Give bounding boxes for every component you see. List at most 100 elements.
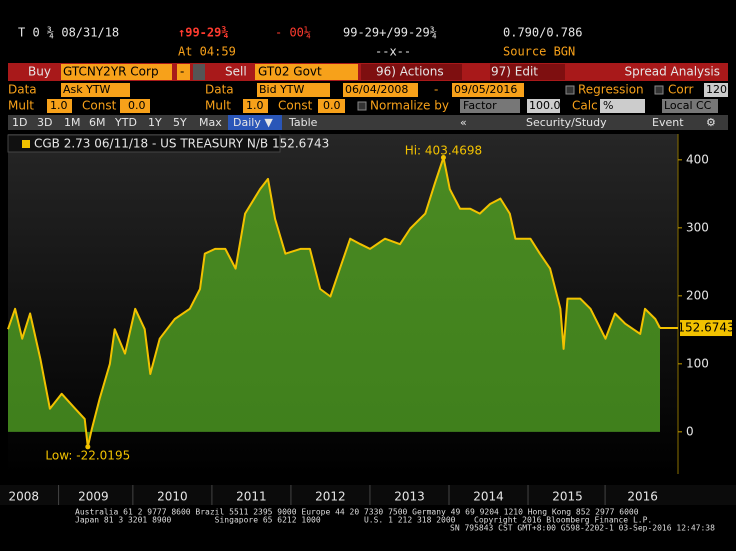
period[interactable]: 5Y (173, 116, 187, 129)
data-field[interactable]: Ask YTW (63, 83, 111, 96)
field-box[interactable] (257, 83, 330, 97)
period[interactable]: 1Y (148, 116, 162, 129)
checkbox[interactable] (565, 85, 575, 95)
factor-value-box[interactable] (527, 99, 560, 113)
bid-ask: 99-29+/99-29¾ (343, 26, 437, 40)
end-date[interactable]: 09/05/2016 (454, 83, 517, 96)
period[interactable]: 6M (89, 116, 106, 129)
settings[interactable]: ⚙ (706, 116, 716, 129)
const[interactable]: 0.0 (128, 99, 146, 112)
x-tick-label: 2012 (315, 490, 346, 504)
const-label: Const (278, 99, 313, 113)
y-tick-label: 200 (686, 288, 709, 302)
factor-box[interactable] (460, 99, 520, 113)
size: --x-- (375, 45, 411, 59)
buy-security[interactable]: GTCNY2YR Corp (63, 65, 159, 79)
mult-box[interactable] (243, 99, 268, 113)
x-tick-label: 2015 (552, 490, 583, 504)
checkbox[interactable] (357, 101, 367, 111)
mult[interactable]: 1.0 (246, 99, 264, 112)
high-label: Hi: 403.4698 (405, 144, 482, 158)
footer: Copyright 2016 Bloomberg Finance L.P. (474, 516, 652, 525)
edit-button[interactable] (490, 64, 565, 80)
data-label: Data (8, 83, 37, 97)
last-value-box (680, 320, 732, 337)
currency[interactable]: Local CC (664, 99, 712, 112)
line (7, 156, 661, 448)
corr[interactable]: Corr (668, 83, 693, 97)
x-axis-bg (0, 485, 736, 505)
mult-label: Mult (8, 99, 34, 113)
period-bar (8, 115, 728, 130)
period[interactable]: YTD (114, 116, 137, 129)
normalize[interactable]: Normalize by (370, 99, 449, 113)
dash-box[interactable] (177, 64, 190, 80)
area (8, 157, 660, 447)
data-field[interactable]: Bid YTW (259, 83, 305, 96)
page-title: Spread Analysis (624, 65, 720, 79)
corr-value[interactable]: 120 (706, 83, 727, 96)
period[interactable]: 1D (12, 116, 27, 129)
buy-input[interactable] (61, 64, 172, 80)
const-label: Const (82, 99, 117, 113)
const[interactable]: 0.0 (323, 99, 341, 112)
price: ↑99-29¾ (178, 26, 229, 40)
actions[interactable]: 96) Actions (376, 65, 444, 79)
factor[interactable]: Factor (463, 99, 497, 112)
regression[interactable]: Regression (578, 83, 644, 97)
sell-input[interactable] (255, 64, 358, 80)
table[interactable]: Table (288, 116, 318, 129)
actions-button[interactable] (361, 64, 462, 80)
y-tick-label: 300 (686, 220, 709, 234)
const-box[interactable] (318, 99, 345, 113)
y-tick-label: 0 (686, 424, 694, 438)
calc-box[interactable] (600, 99, 645, 113)
period[interactable]: 3D (37, 116, 52, 129)
edit[interactable]: 97) Edit (491, 65, 538, 79)
const-box[interactable] (120, 99, 150, 113)
mult[interactable]: 1.0 (50, 99, 68, 112)
yields: 0.790/0.786 (503, 26, 582, 40)
frequency-box[interactable] (228, 115, 282, 130)
x-tick-label: 2016 (627, 490, 658, 504)
study[interactable]: Security/Study (526, 116, 607, 129)
x-tick-label: 2014 (473, 490, 504, 504)
x-tick-label: 2008 (9, 490, 40, 504)
period[interactable]: 1M (64, 116, 81, 129)
buy-label: Buy (28, 65, 51, 79)
date-box[interactable] (343, 83, 418, 97)
calc-value[interactable]: % (603, 99, 613, 112)
x-tick-label: 2011 (236, 490, 267, 504)
legend (7, 134, 281, 153)
x-tick-label: 2009 (78, 490, 109, 504)
start-date[interactable]: 06/04/2008 (345, 83, 408, 96)
corr-box[interactable] (704, 83, 728, 97)
back[interactable]: « (460, 116, 467, 129)
security: T 0 ¾ 08/31/18 (18, 26, 119, 40)
legend-swatch (22, 140, 30, 148)
frequency[interactable]: Daily ▼ (233, 116, 273, 129)
event[interactable]: Event (652, 116, 684, 129)
date-box[interactable] (452, 83, 524, 97)
mult-box[interactable] (47, 99, 72, 113)
mult-label: Mult (205, 99, 231, 113)
dash[interactable]: - (180, 65, 184, 79)
legend-entry: CGB 2.73 06/11/18 - US TREASURY N/B 152.… (34, 137, 329, 151)
x-tick-label: 2013 (394, 490, 425, 504)
low-marker (85, 444, 91, 450)
factor-value[interactable]: 100.0 (529, 99, 561, 112)
footer: Japan 81 3 3201 8900 Singapore 65 6212 1… (75, 516, 456, 525)
x-tick-label: 2010 (157, 490, 188, 504)
time: At 04:59 (178, 45, 236, 59)
calc: Calc (572, 99, 598, 113)
footer: Australia 61 2 9777 8600 Brazil 5511 239… (75, 508, 639, 517)
checkbox[interactable] (654, 85, 664, 95)
dropdown[interactable] (193, 64, 205, 80)
period[interactable]: Max (199, 116, 222, 129)
high-marker (440, 154, 446, 160)
currency-box[interactable] (662, 99, 718, 113)
footer: SN 795843 CST GMT+8:00 G598-2202-1 03-Se… (450, 524, 715, 533)
sell-security[interactable]: GT02 Govt (258, 65, 322, 79)
field-box[interactable] (61, 83, 130, 97)
